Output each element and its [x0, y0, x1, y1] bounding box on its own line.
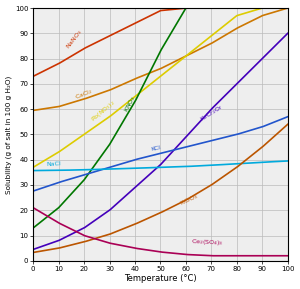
Text: KNO$_3$: KNO$_3$ — [122, 94, 139, 114]
X-axis label: Temperature (°C): Temperature (°C) — [124, 275, 197, 284]
Text: NaNO$_3$: NaNO$_3$ — [64, 28, 85, 51]
Text: Ce$_2$(SO$_4$)$_3$: Ce$_2$(SO$_4$)$_3$ — [191, 238, 224, 248]
Text: NaCl: NaCl — [46, 162, 61, 167]
Y-axis label: Solubility (g of salt in 100 g H₂O): Solubility (g of salt in 100 g H₂O) — [6, 75, 12, 194]
Text: K$_2$Cr$_2$O$_7$: K$_2$Cr$_2$O$_7$ — [199, 103, 226, 124]
Text: KClO$_3$: KClO$_3$ — [178, 192, 200, 208]
Text: KCl: KCl — [150, 145, 161, 152]
Text: CaCl$_2$: CaCl$_2$ — [74, 86, 94, 101]
Text: Pb(NO$_3$)$_2$: Pb(NO$_3$)$_2$ — [89, 99, 118, 124]
